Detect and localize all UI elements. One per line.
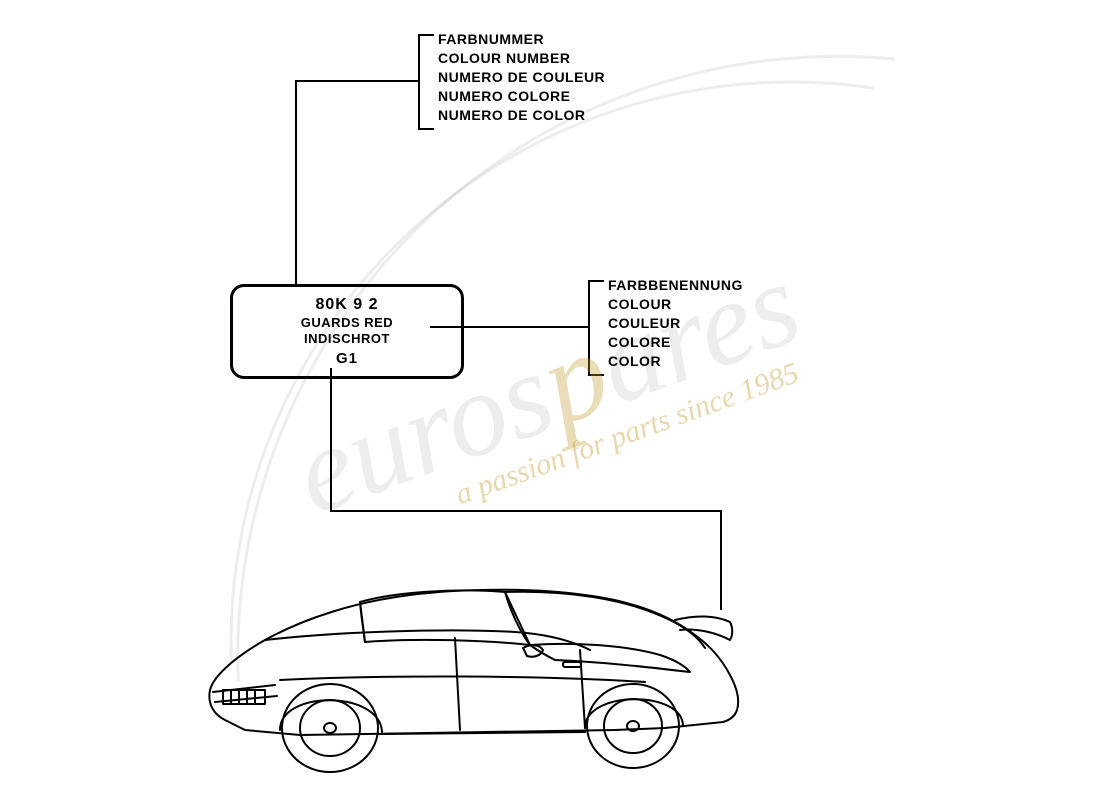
paint-code: 80K 9 2 [247,295,447,315]
colour-number-legend: FARBNUMMERCOLOUR NUMBERNUMERO DE COULEUR… [438,30,605,124]
paint-name-de: INDISCHROT [247,331,447,347]
paint-name-en: GUARDS RED [247,315,447,331]
paint-suffix: G1 [247,350,447,369]
colour-name-legend: FARBBENENNUNGCOLOURCOULEURCOLORECOLOR [608,276,743,370]
svg-text:a passion for parts since 1985: a passion for parts since 1985 [451,356,803,511]
legend-line: NUMERO DE COULEUR [438,68,605,87]
legend-line: COLORE [608,333,743,352]
legend-line: COLOUR NUMBER [438,49,605,68]
connector-line [430,326,588,328]
paint-code-label: 80K 9 2 GUARDS RED INDISCHROT G1 [230,284,464,379]
car-illustration [185,540,775,780]
legend-line: COLOUR [608,295,743,314]
paint-code-diagram: FARBNUMMERCOLOUR NUMBERNUMERO DE COULEUR… [0,0,1100,800]
legend-line: NUMERO COLORE [438,87,605,106]
legend-line: NUMERO DE COLOR [438,106,605,125]
legend-line: FARBNUMMER [438,30,605,49]
legend-line: FARBBENENNUNG [608,276,743,295]
connector-line [295,80,297,284]
connector-line [330,368,332,510]
legend-line: COLOR [608,352,743,371]
right-bracket [588,280,604,376]
connector-line [330,510,720,512]
top-bracket [418,34,434,130]
connector-line [295,80,418,82]
legend-line: COULEUR [608,314,743,333]
